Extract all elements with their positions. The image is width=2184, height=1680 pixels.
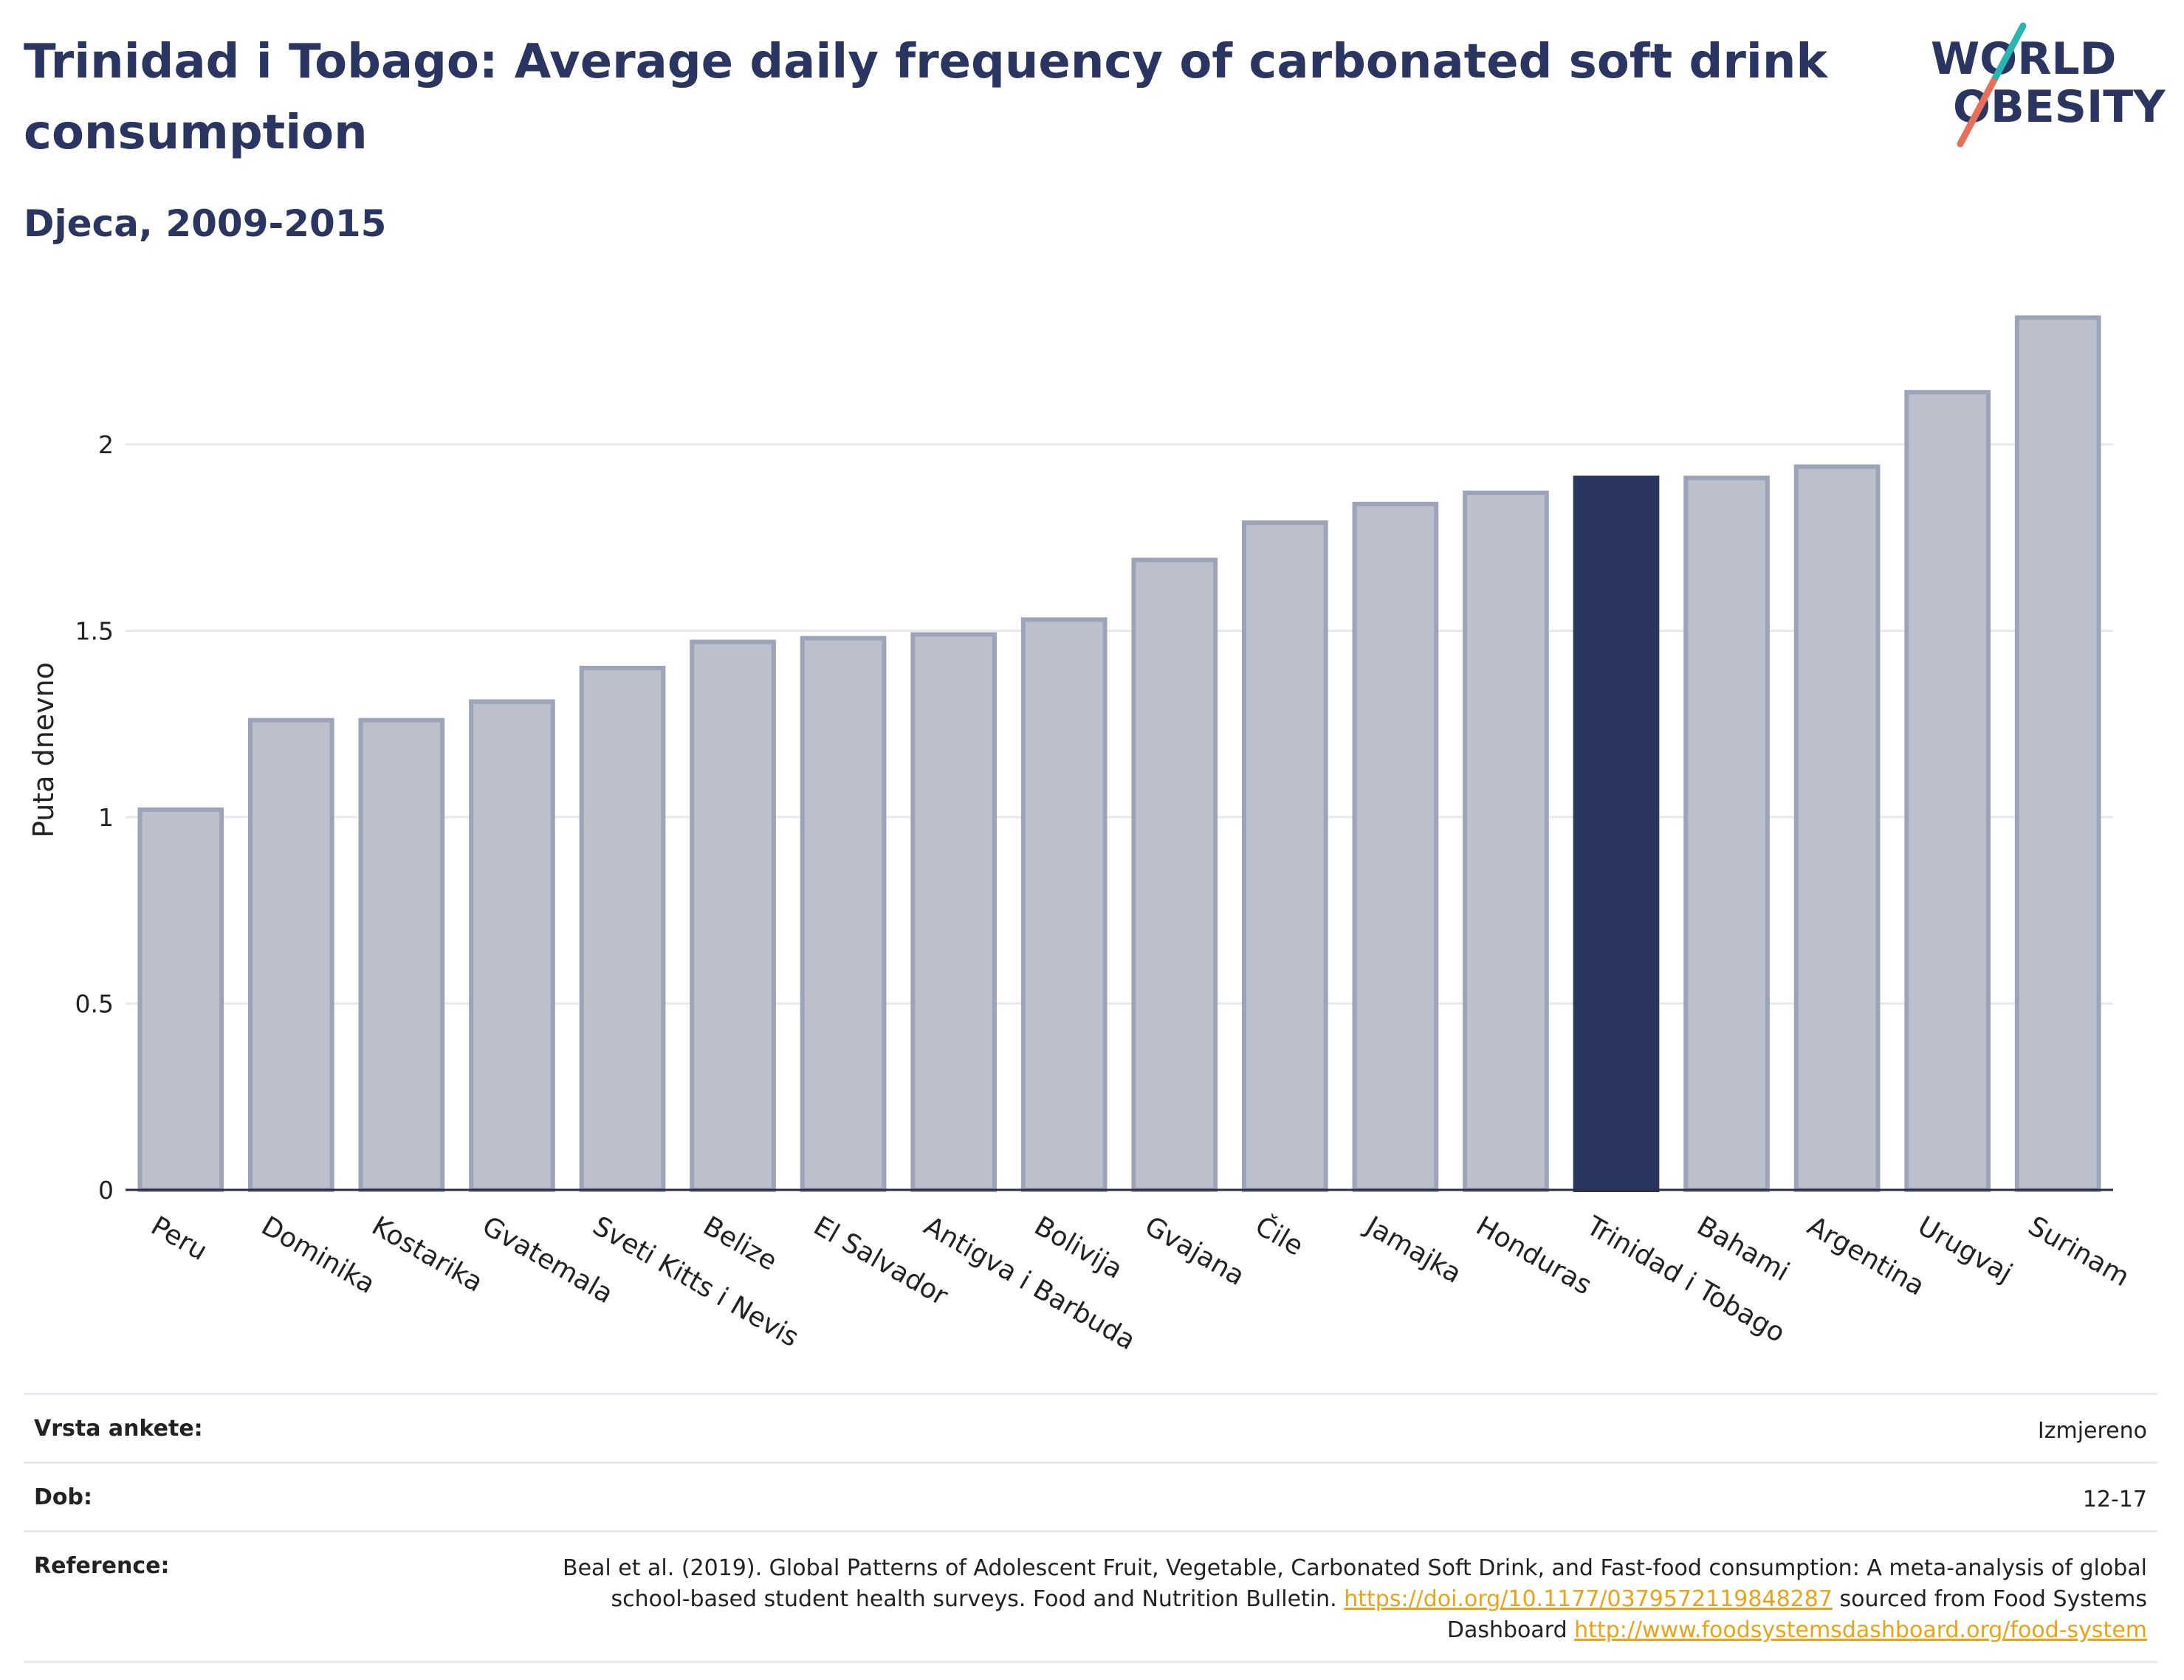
bar-highlighted — [1573, 475, 1660, 1192]
y-tick-label: 1.5 — [75, 617, 114, 646]
bar — [1020, 617, 1108, 1192]
y-axis-title: Puta dnevno — [27, 662, 60, 838]
bar — [2014, 315, 2101, 1192]
y-tick-label: 2 — [98, 430, 114, 459]
x-category-label: Peru — [145, 1211, 212, 1267]
bar — [800, 636, 887, 1192]
y-tick-label: 0.5 — [75, 990, 114, 1019]
x-category-label: Dominika — [256, 1211, 380, 1299]
logo-slash-bottom — [1957, 78, 1997, 148]
x-category-label: Gvajana — [1139, 1211, 1249, 1292]
bar — [247, 717, 334, 1192]
bar — [469, 699, 555, 1192]
x-category-label: Kostarika — [367, 1211, 488, 1298]
bar — [1904, 390, 1991, 1192]
meta-value: 12-17 — [2082, 1487, 2147, 1512]
chart-subtitle: Djeca, 2009-2015 — [24, 202, 387, 245]
x-category-label: Surinam — [2023, 1211, 2135, 1292]
world-obesity-logo-graphic: WORLD OBESITY — [1931, 22, 2166, 148]
grid-lines — [126, 443, 2113, 1005]
logo-slash-top — [1990, 22, 2027, 85]
bar — [358, 717, 445, 1192]
bar — [1352, 501, 1439, 1192]
world-obesity-logo: WORLD OBESITY — [1931, 22, 2167, 155]
meta-key: Vrsta ankete: — [34, 1416, 203, 1442]
bar — [579, 666, 666, 1192]
x-category-label: Trinidad i Tobago — [1581, 1211, 1790, 1349]
meta-key: Reference: — [34, 1553, 170, 1579]
reference-text: Beal et al. (2019). Global Patterns of A… — [545, 1553, 2147, 1646]
x-category-label: Antigva i Barbuda — [918, 1211, 1140, 1356]
bar — [137, 807, 224, 1192]
bar — [1131, 557, 1218, 1192]
bar — [1463, 490, 1549, 1192]
x-category-label: Jamajka — [1359, 1210, 1466, 1290]
chart-title: Trinidad i Tobago: Average daily frequen… — [24, 35, 1827, 160]
meta-key: Dob: — [34, 1484, 92, 1510]
reference-citation: Beal et al. (2019). Global Patterns of A… — [562, 1555, 2147, 1612]
y-tick-label: 1 — [98, 803, 114, 832]
meta-row-survey-type: Vrsta ankete: Izmjereno — [24, 1393, 2157, 1462]
x-category-label: Honduras — [1471, 1211, 1596, 1301]
bar — [910, 632, 997, 1192]
doi-link[interactable]: https://doi.org/10.1177/0379572119848287 — [1344, 1586, 1833, 1612]
x-category-label: Argentina — [1802, 1211, 1930, 1301]
logo-text-world: WORLD — [1931, 33, 2116, 85]
y-tick-label: 0 — [98, 1176, 114, 1205]
meta-value: Izmjereno — [2037, 1418, 2147, 1444]
bar — [690, 639, 776, 1192]
meta-row-age: Dob: 12-17 — [24, 1462, 2157, 1530]
metadata-table: Vrsta ankete: Izmjereno Dob: 12-17 Refer… — [24, 1393, 2157, 1663]
bar — [1241, 520, 1328, 1192]
bar — [1793, 464, 1881, 1192]
bar — [1683, 475, 1770, 1192]
meta-row-reference: Reference: Beal et al. (2019). Global Pa… — [24, 1530, 2157, 1663]
bars — [137, 315, 2101, 1192]
food-systems-dashboard-link[interactable]: http://www.foodsystemsdashboard.org/food… — [1574, 1617, 2147, 1643]
x-category-label: Čile — [1250, 1211, 1308, 1262]
x-category-label: Sveti Kitts i Nevis — [588, 1211, 804, 1353]
reference-sourced-from: sourced from Food Systems Dashboard — [1446, 1586, 2147, 1643]
x-category-label: Belize — [698, 1211, 782, 1276]
